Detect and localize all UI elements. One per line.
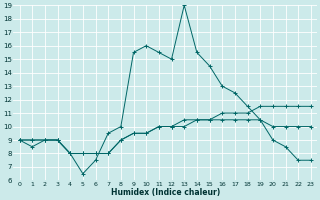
X-axis label: Humidex (Indice chaleur): Humidex (Indice chaleur) [111, 188, 220, 197]
